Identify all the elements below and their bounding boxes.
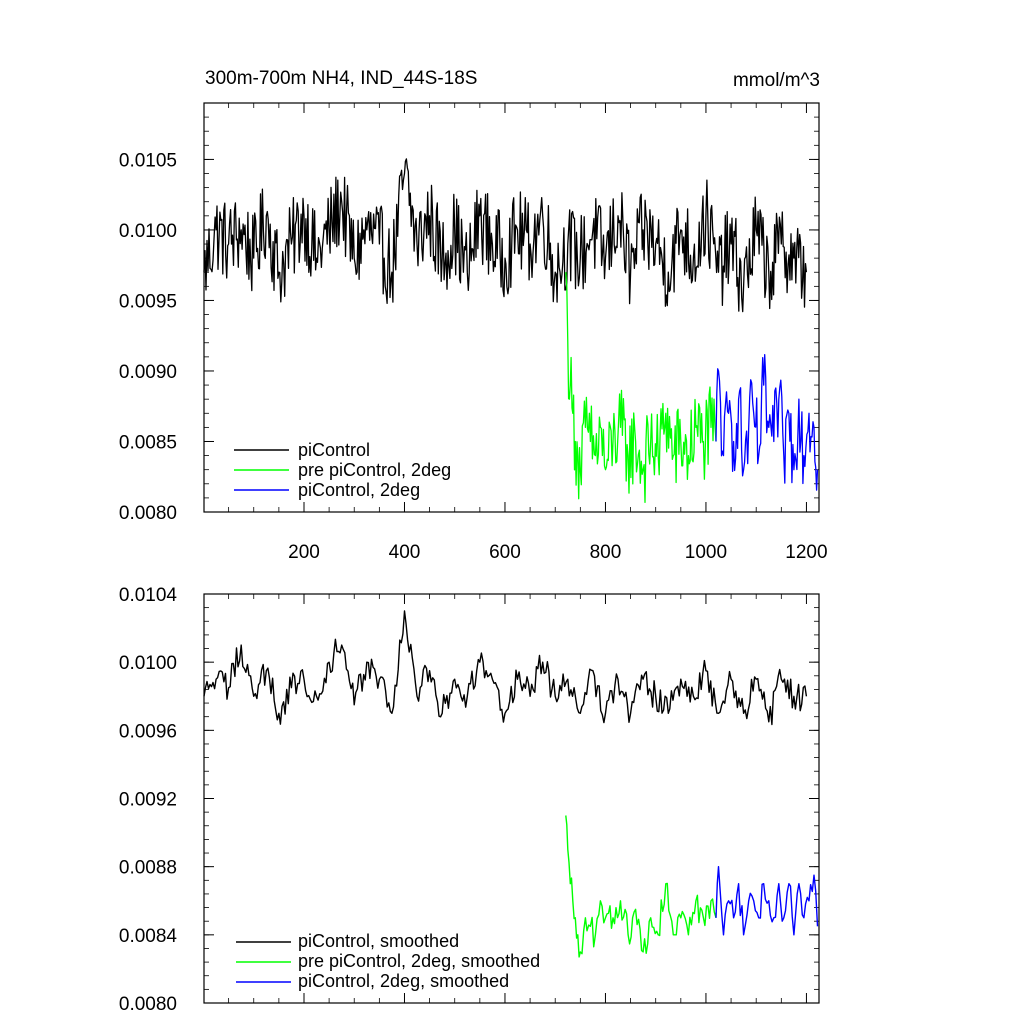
- x-tick-label: 800: [590, 542, 622, 563]
- x-tick-label: 400: [389, 542, 421, 563]
- y-tick-label: 0.0092: [119, 790, 177, 811]
- y-tick-label: 0.0090: [119, 362, 177, 383]
- y-tick-label: 0.0084: [119, 926, 178, 947]
- y-tick-label: 0.0105: [119, 150, 177, 171]
- legend-label-pre-picontrol-2deg: pre piControl, 2deg: [298, 460, 451, 480]
- series-line-picontrol: [203, 158, 808, 313]
- legend-label-pre-picontrol-2deg-smoothed: pre piControl, 2deg, smoothed: [298, 951, 540, 971]
- series-line-pre-picontrol-2deg: [565, 272, 717, 504]
- bottom-plot-frame: [203, 593, 820, 1004]
- units-label: mmol/m^3: [733, 70, 820, 91]
- y-tick-label: 0.0096: [119, 721, 177, 742]
- y-tick-label: 0.0104: [119, 585, 178, 606]
- series-line-pre-picontrol-2deg-smoothed: [565, 815, 717, 958]
- x-tick-label: 600: [489, 542, 521, 563]
- bottom-panel: 0.0080 0.0084 0.0088 0.0092 0.0096 0.0100 0.01…: [119, 585, 820, 1015]
- y-tick-label: 0.0080: [119, 503, 177, 524]
- chart-title: 300m-700m NH4, IND_44S-18S: [205, 68, 477, 89]
- bottom-plot-ticks: 0.0080 0.0084 0.0088 0.0092 0.0096 0.0100 0.01…: [119, 585, 819, 1015]
- y-tick-label: 0.0100: [119, 221, 177, 242]
- legend-label-picontrol-smoothed: piControl, smoothed: [298, 931, 459, 951]
- series-line-picontrol-2deg-smoothed: [715, 866, 819, 936]
- y-tick-label: 0.0095: [119, 291, 177, 312]
- series-line-picontrol-2deg: [715, 354, 819, 491]
- legend-label-picontrol-2deg: piControl, 2deg: [298, 480, 420, 500]
- bottom-legend: piControl, smoothed pre piControl, 2deg,…: [236, 931, 540, 991]
- x-tick-label: 1200: [785, 542, 827, 563]
- top-plot-ticks: 200 400 600 800 1000 1200 0.0080 0.0085 0.0090 0.…: [119, 103, 828, 563]
- top-legend: piControl pre piControl, 2deg piControl,…: [234, 440, 451, 500]
- y-tick-label: 0.0088: [119, 858, 177, 879]
- x-tick-label: 1000: [685, 542, 727, 563]
- y-tick-label: 0.0085: [119, 432, 177, 453]
- x-tick-label: 200: [288, 542, 320, 563]
- legend-label-picontrol-2deg-smoothed: piControl, 2deg, smoothed: [298, 971, 509, 991]
- legend-label-picontrol: piControl: [298, 440, 370, 460]
- top-panel: 300m-700m NH4, IND_44S-18S mmol/m^3 200 4…: [119, 68, 828, 563]
- top-plot-frame: [203, 102, 820, 513]
- series-line-picontrol-smoothed: [203, 610, 808, 726]
- y-tick-label: 0.0080: [119, 994, 177, 1015]
- y-tick-label: 0.0100: [119, 653, 177, 674]
